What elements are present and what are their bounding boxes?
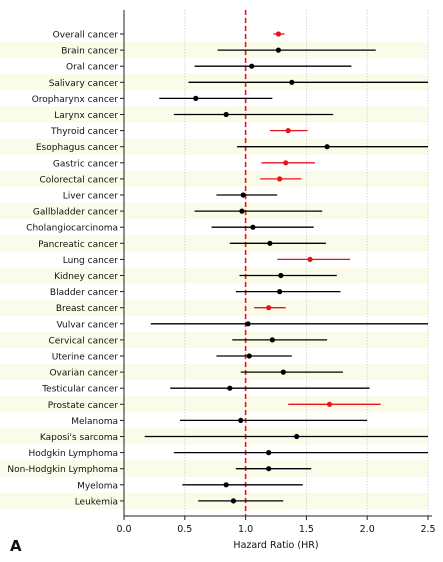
x-tick-label: 1.0 xyxy=(238,524,253,535)
x-axis-label: Hazard Ratio (HR) xyxy=(233,540,318,551)
x-tick-label: 1.5 xyxy=(299,524,314,535)
hr-point xyxy=(239,208,245,214)
hr-point xyxy=(230,498,237,504)
row-band xyxy=(0,235,428,252)
hr-point xyxy=(275,47,282,53)
hr-point xyxy=(277,289,283,295)
y-tick-label: Ovarian cancer xyxy=(49,369,118,379)
x-tick-label: 0.5 xyxy=(177,524,192,535)
hr-point xyxy=(278,272,284,279)
hr-point xyxy=(326,401,333,407)
hr-point xyxy=(269,337,275,343)
y-tick-label: Esophagus cancer xyxy=(36,143,118,153)
y-tick-label: Breast cancer xyxy=(56,304,118,314)
hr-point xyxy=(280,369,286,375)
y-tick-label: Uterine cancer xyxy=(52,353,119,363)
y-tick-label: Oral cancer xyxy=(66,63,118,73)
panel-label: A xyxy=(10,537,22,555)
hr-point xyxy=(240,192,246,198)
hr-point xyxy=(223,482,229,488)
y-tick-label: Kaposi's sarcoma xyxy=(40,433,118,443)
hr-point xyxy=(193,95,199,101)
hr-point xyxy=(238,417,244,423)
x-tick-label: 2.5 xyxy=(420,524,435,535)
hr-point xyxy=(324,144,330,150)
y-tick-label: Melanoma xyxy=(71,417,118,427)
hr-point xyxy=(249,63,255,69)
hr-point xyxy=(266,466,272,472)
axes xyxy=(120,10,432,520)
hr-point xyxy=(227,385,233,391)
y-tick-label: Oropharynx cancer xyxy=(32,95,119,105)
row-band xyxy=(0,460,428,477)
y-tick-label: Gallbladder cancer xyxy=(33,208,118,218)
y-tick-label: Colorectal cancer xyxy=(39,175,118,185)
hr-point xyxy=(285,128,291,134)
row-band xyxy=(0,170,428,187)
y-tick-label: Leukemia xyxy=(75,497,118,507)
hr-point xyxy=(267,240,273,246)
y-tick-label: Salivary cancer xyxy=(49,79,119,89)
hr-point xyxy=(266,305,272,311)
row-band xyxy=(0,138,428,155)
y-tick-label: Cholangiocarcinoma xyxy=(26,224,118,234)
row-band xyxy=(0,396,428,413)
y-tick-label: Brain cancer xyxy=(61,47,118,57)
y-tick-label: Overall cancer xyxy=(53,31,119,41)
y-tick-label: Testicular cancer xyxy=(41,385,118,395)
y-tick-label: Bladder cancer xyxy=(50,288,118,298)
hr-point xyxy=(307,256,313,262)
hr-point xyxy=(266,450,272,456)
row-band xyxy=(0,42,428,59)
y-tick-label: Liver cancer xyxy=(63,192,119,202)
y-tick-label: Vulvar cancer xyxy=(56,320,118,330)
x-tick-labels: 0.0 0.5 1.0 1.5 2.0 2.5 xyxy=(116,524,435,535)
hr-point xyxy=(246,353,252,359)
y-tick-label: Thyroid cancer xyxy=(50,127,118,137)
data-marks xyxy=(144,31,428,504)
hr-point xyxy=(289,79,295,85)
row-band xyxy=(0,267,428,284)
y-tick-labels: Overall cancer Brain cancer Oral cancer Sal… xyxy=(7,31,118,508)
y-tick-label: Hodgkin Lymphoma xyxy=(29,449,118,459)
row-band xyxy=(0,331,428,348)
x-tick-label: 2.0 xyxy=(360,524,375,535)
y-tick-label: Kidney cancer xyxy=(54,272,118,282)
row-band xyxy=(0,364,428,381)
x-tick-label: 0.0 xyxy=(116,524,131,535)
y-tick-label: Larynx cancer xyxy=(54,111,118,121)
hr-point xyxy=(250,224,256,230)
y-tick-label: Cervical cancer xyxy=(48,336,118,346)
hr-point xyxy=(223,111,229,118)
y-tick-label: Prostate cancer xyxy=(48,401,119,411)
y-tick-label: Myeloma xyxy=(77,481,118,491)
y-tick-label: Gastric cancer xyxy=(53,159,118,169)
y-tick-label: Pancreatic cancer xyxy=(38,240,118,250)
hr-point xyxy=(245,321,251,327)
hr-point xyxy=(283,160,289,166)
row-bands xyxy=(0,42,428,509)
hr-point xyxy=(275,31,282,37)
hr-point xyxy=(294,433,300,440)
y-tick-label: Non-Hodgkin Lymphoma xyxy=(7,465,118,475)
row-band xyxy=(0,299,428,316)
hr-point xyxy=(277,176,283,182)
y-tick-label: Lung cancer xyxy=(63,256,118,266)
